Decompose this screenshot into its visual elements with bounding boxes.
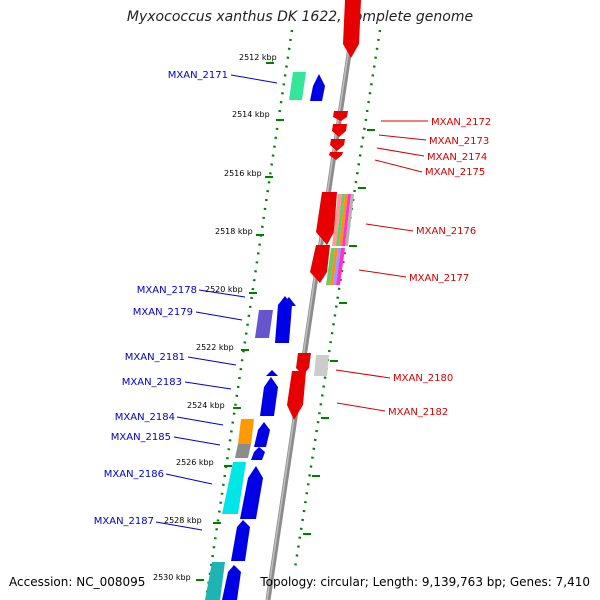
gene-arrow-mxan-2182[interactable] — [287, 371, 306, 420]
gene-label-mxan-2179[interactable]: MXAN_2179 — [133, 307, 193, 318]
gene-label-mxan-2181[interactable]: MXAN_2181 — [125, 352, 185, 363]
gene-arrow-mxan-2185[interactable] — [251, 447, 265, 460]
gene-label-mxan-2182[interactable]: MXAN_2182 — [388, 407, 448, 418]
gene-arrow-mxan-2172[interactable] — [333, 111, 348, 121]
gene-arrow-mxan-2174[interactable] — [330, 139, 345, 151]
leader-line — [155, 521, 203, 531]
kbp-label: 2520 kbp — [205, 285, 243, 294]
gene-label-mxan-2173[interactable]: MXAN_2173 — [429, 136, 489, 147]
leader-lines-forward — [155, 74, 278, 531]
kbp-label: 2514 kbp — [232, 110, 270, 119]
gene-arrow-mxan-2173[interactable] — [332, 124, 347, 137]
gene-arrow-mxan-2180-grey[interactable] — [314, 355, 329, 376]
right-dotted-guide — [293, 29, 382, 569]
gene-stripe — [339, 194, 348, 246]
leader-line — [173, 436, 221, 446]
leader-line — [195, 311, 243, 321]
right-ticks — [303, 129, 375, 535]
left-dotted-guide — [204, 29, 294, 600]
gene-arrow-mxan-2184[interactable] — [254, 422, 270, 447]
genome-backbone — [265, 0, 360, 600]
genome-backbone-highlight — [266, 0, 357, 600]
gene-stripe — [332, 194, 342, 246]
gene-label-mxan-2178[interactable]: MXAN_2178 — [137, 285, 197, 296]
kbp-label: 2526 kbp — [176, 458, 214, 467]
reverse-strand-genes — [287, 0, 361, 420]
kbp-label: 2530 kbp — [153, 573, 191, 582]
gene-arrow-mxan-2186[interactable] — [240, 466, 263, 519]
gene-label-mxan-2184[interactable]: MXAN_2184 — [115, 412, 175, 423]
gene-label-mxan-2186[interactable]: MXAN_2186 — [104, 469, 164, 480]
gene-label-mxan-2171[interactable]: MXAN_2171 — [168, 70, 228, 81]
gene-label-mxan-2180[interactable]: MXAN_2180 — [393, 373, 453, 384]
kbp-label: 2524 kbp — [187, 401, 225, 410]
gene-arrow-mxan-2183[interactable] — [260, 377, 278, 416]
gene-block-mxan-2178[interactable] — [255, 310, 273, 338]
gene-stripe — [333, 248, 341, 285]
leader-line — [365, 223, 414, 232]
gene-stripe — [345, 194, 354, 246]
gene-stripe — [326, 248, 335, 285]
gene-arrow-mxan-2177[interactable] — [310, 245, 330, 283]
gene-label-mxan-2187[interactable]: MXAN_2187 — [94, 516, 154, 527]
gene-arrow-mxan-2178[interactable] — [275, 296, 292, 343]
accession-text: Accession: NC_008095 — [9, 575, 146, 589]
gene-arrow-mxan-2187[interactable] — [231, 520, 250, 561]
gene-stripes-mxan-2176 — [332, 194, 354, 246]
gene-stripe — [342, 194, 351, 246]
kbp-label: 2528 kbp — [164, 516, 202, 525]
gene-block-mxan-2184[interactable] — [238, 419, 254, 444]
gene-stripe — [336, 194, 345, 246]
kbp-label: 2516 kbp — [224, 169, 262, 178]
leader-line — [184, 381, 232, 390]
forward-strand-genes — [205, 72, 325, 600]
kbp-ticks — [196, 62, 284, 581]
leader-lines-reverse — [335, 120, 428, 412]
gene-stripe — [330, 248, 338, 285]
kbp-label: 2518 kbp — [215, 227, 253, 236]
gene-stripe — [336, 248, 345, 285]
leader-line — [198, 289, 246, 298]
leader-line — [165, 473, 213, 485]
gene-arrow-mxan-2171[interactable] — [310, 74, 325, 101]
gene-arrow-mxan-2176[interactable] — [316, 192, 337, 245]
gene-label-mxan-2172[interactable]: MXAN_2172 — [431, 117, 491, 128]
kbp-label: 2522 kbp — [196, 343, 234, 352]
gene-block-mxan-2185[interactable] — [235, 444, 251, 458]
gene-labels-reverse: MXAN_2172 MXAN_2173 MXAN_2174 MXAN_2175 … — [388, 117, 491, 418]
gene-arrow-mxan-2180[interactable] — [296, 353, 311, 375]
gene-label-mxan-2174[interactable]: MXAN_2174 — [427, 152, 487, 163]
gene-arrow-bottom[interactable] — [222, 565, 241, 600]
gene-label-mxan-2177[interactable]: MXAN_2177 — [409, 273, 469, 284]
gene-arrow-top[interactable] — [343, 0, 361, 58]
leader-line — [358, 269, 407, 278]
genome-summary-text: Topology: circular; Length: 9,139,763 bp… — [260, 575, 590, 589]
gene-label-mxan-2185[interactable]: MXAN_2185 — [111, 432, 171, 443]
gene-label-mxan-2175[interactable]: MXAN_2175 — [425, 167, 485, 178]
gene-block-mxan-2186[interactable] — [222, 462, 246, 514]
gene-label-mxan-2176[interactable]: MXAN_2176 — [416, 226, 476, 237]
leader-line — [376, 147, 425, 157]
gene-arrow-mxan-2175[interactable] — [329, 152, 343, 160]
gene-block-mxan-2171[interactable] — [289, 72, 306, 100]
gene-block-bottom[interactable] — [205, 562, 225, 600]
leader-line — [187, 356, 237, 366]
gene-stripes-mxan-2177 — [326, 248, 345, 285]
kbp-labels: 2512 kbp 2514 kbp 2516 kbp 2518 kbp 2520… — [153, 53, 277, 582]
leader-line — [378, 134, 427, 141]
gene-arrow-mxan-2179[interactable] — [281, 297, 296, 306]
leader-line — [230, 74, 278, 84]
map-title: Myxococcus xanthus DK 1622, complete gen… — [126, 9, 474, 25]
gene-labels-forward: MXAN_2171 MXAN_2178 MXAN_2179 MXAN_2181 … — [94, 70, 228, 527]
kbp-label: 2512 kbp — [239, 53, 277, 62]
leader-line — [336, 402, 386, 412]
leader-line — [374, 159, 423, 173]
gene-label-mxan-2183[interactable]: MXAN_2183 — [122, 377, 182, 388]
gene-arrow-mxan-2181[interactable] — [266, 370, 278, 376]
leader-line — [176, 416, 224, 426]
leader-line — [335, 369, 391, 379]
